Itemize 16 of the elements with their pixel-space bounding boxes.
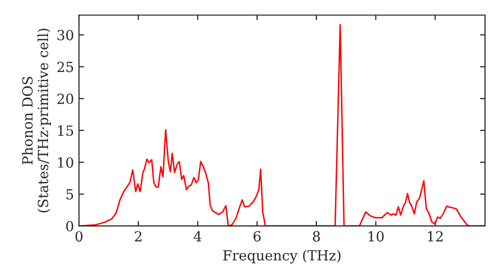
y-tick-label: 10 (58, 157, 74, 168)
x-axis-title: Frequency (THz) (223, 250, 340, 264)
x-tick-label: 2 (134, 231, 142, 242)
y-tick-label: 5 (66, 189, 74, 200)
x-tick-label: 6 (254, 231, 261, 242)
y-axis-title: Phonon DOS (States/THz·primitive cell) (22, 28, 51, 212)
y-tick-label: 0 (66, 220, 74, 232)
x-tick-label: 8 (312, 231, 320, 242)
y-tick-label: 20 (57, 94, 74, 104)
y-tick-label: 25 (57, 62, 74, 72)
y-tick-label: 15 (58, 125, 74, 136)
y-tick-label: 30 (58, 30, 74, 40)
x-tick-label: 0 (75, 231, 82, 242)
x-tick-label: 4 (194, 231, 202, 242)
x-tick-label: 12 (428, 231, 443, 242)
x-tick-label: 10 (368, 231, 384, 242)
